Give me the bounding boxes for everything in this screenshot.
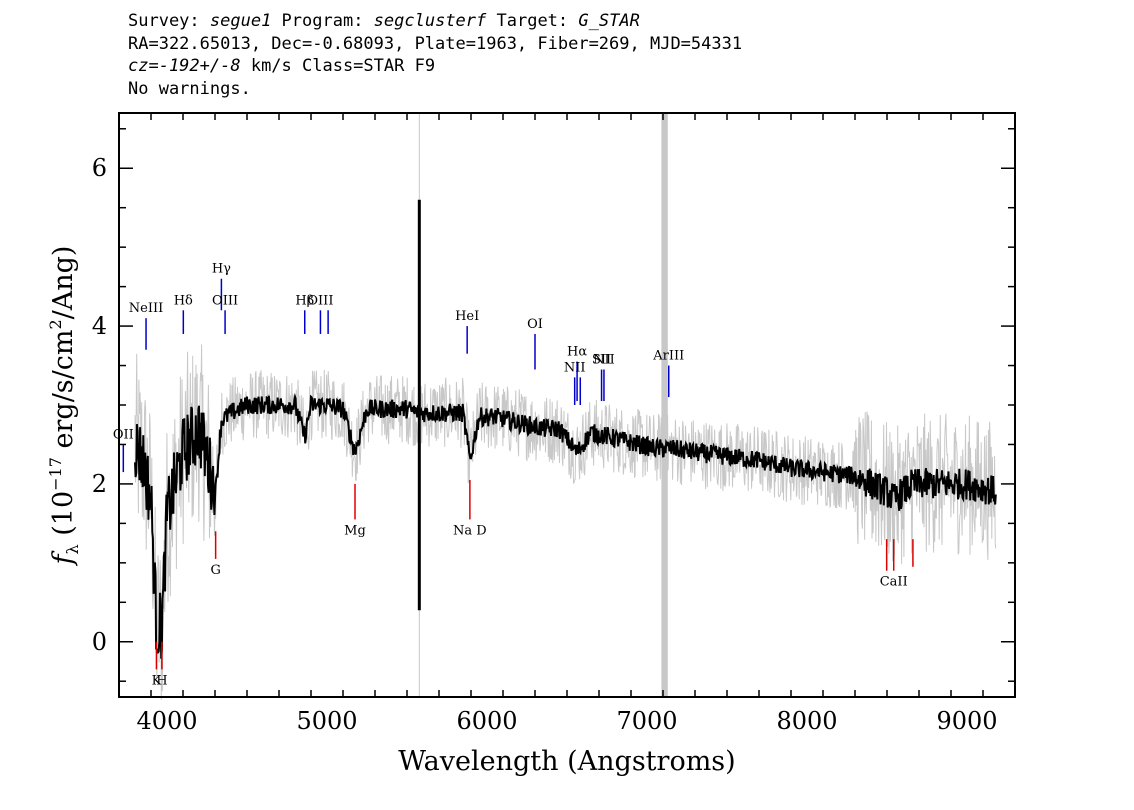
emission-line-label: NeIII bbox=[129, 301, 163, 316]
header-line-warnings: No warnings. bbox=[128, 78, 251, 99]
emission-line-label: Hβ bbox=[295, 293, 314, 308]
absorption-line-label: Na D bbox=[453, 523, 487, 538]
x-tick-label: 9000 bbox=[936, 707, 997, 735]
x-tick-label: 6000 bbox=[456, 707, 517, 735]
flux-error-envelope bbox=[134, 344, 997, 700]
survey-label: Survey: bbox=[128, 11, 210, 31]
x-tick-label: 4000 bbox=[136, 707, 197, 735]
absorption-line-label: G bbox=[210, 563, 220, 578]
emission-line-label: OIII bbox=[307, 293, 333, 308]
y-tick-label: 2 bbox=[92, 470, 107, 498]
redshift-value: cz=-192+/-8 bbox=[128, 56, 241, 76]
absorption-line-label: H bbox=[156, 673, 167, 688]
emission-line-label: Hδ bbox=[174, 293, 193, 308]
absorption-line-label: K bbox=[152, 673, 162, 688]
emission-line-label: OIII bbox=[212, 293, 238, 308]
emission-line-label: SII bbox=[592, 352, 611, 367]
emission-line-label: OII bbox=[113, 427, 134, 442]
y-tick-label: 4 bbox=[92, 312, 107, 340]
emission-line-label: OI bbox=[527, 317, 543, 332]
program-label: Program: bbox=[271, 11, 374, 31]
header-line-coordinates: RA=322.65013, Dec=-0.68093, Plate=1963, … bbox=[128, 33, 743, 54]
x-tick-label: 7000 bbox=[616, 707, 677, 735]
y-tick-label: 6 bbox=[92, 154, 107, 182]
x-tick-label: 8000 bbox=[776, 707, 837, 735]
emission-line-label: ArIII bbox=[652, 349, 684, 364]
header-line-survey: Survey: segue1 Program: segclusterf Targ… bbox=[128, 10, 742, 33]
bad-pixel-band bbox=[661, 113, 668, 697]
target-value: G_STAR bbox=[578, 11, 640, 31]
x-axis-title: Wavelength (Angstroms) bbox=[398, 746, 735, 777]
axes-ticks bbox=[119, 113, 1016, 697]
emission-line-label: Hα bbox=[567, 345, 587, 360]
emission-line-label: NII bbox=[593, 352, 615, 367]
emission-line-label: Hγ bbox=[212, 262, 231, 277]
absorption-line-label: CaII bbox=[880, 575, 908, 590]
redshift-class: km/s Class=STAR F9 bbox=[240, 56, 436, 76]
emission-line-label: NII bbox=[564, 360, 586, 375]
x-tick-label: 5000 bbox=[296, 707, 357, 735]
y-tick-label: 0 bbox=[92, 628, 107, 656]
survey-value: segue1 bbox=[209, 11, 272, 31]
absorption-line-label: Mg bbox=[344, 523, 366, 538]
emission-line-label: HeI bbox=[455, 309, 479, 324]
target-label: Target: bbox=[486, 11, 579, 31]
header-line-redshift: cz=-192+/-8 km/s Class=STAR F9 bbox=[128, 55, 742, 78]
flux-series-line bbox=[134, 392, 997, 659]
spectrum-header: Survey: segue1 Program: segclusterf Targ… bbox=[128, 10, 742, 100]
y-axis-title: fλ (10−17 erg/s/cm2/Ang) bbox=[46, 246, 82, 567]
program-value: segclusterf bbox=[373, 11, 487, 31]
